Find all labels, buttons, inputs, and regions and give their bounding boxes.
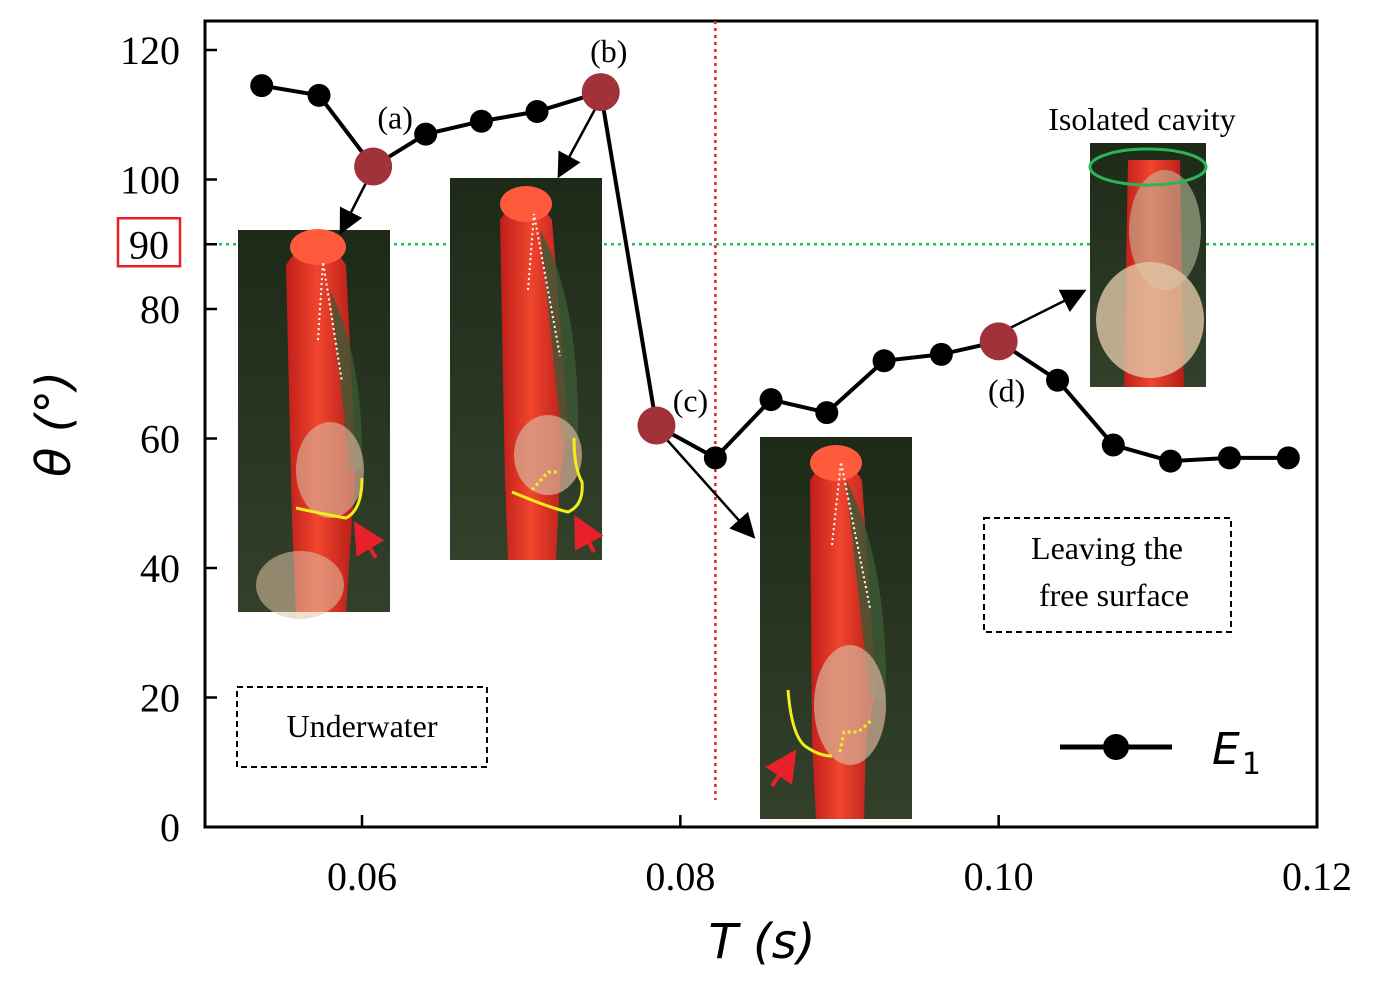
svg-text:Underwater: Underwater: [286, 708, 437, 744]
data-point: [1217, 446, 1241, 470]
x-tick-label: 0.10: [964, 854, 1034, 899]
svg-text:Leaving the: Leaving the: [1031, 530, 1183, 566]
annotation-leaving-free-surface: Leaving the free surface: [983, 517, 1232, 633]
highlighted-tick-label: 90: [129, 222, 169, 267]
photo-inset-c: [760, 437, 912, 819]
x-axis-ticks: 0.06 0.08 0.10 0.12: [327, 815, 1352, 899]
data-point: [1276, 446, 1300, 470]
highlighted-point: [354, 147, 393, 186]
data-point: [469, 109, 493, 133]
connector-arrows: [339, 99, 1087, 539]
annotation-underwater: Underwater: [236, 686, 488, 768]
arrow-b: [557, 99, 602, 179]
data-point: [250, 74, 274, 98]
data-point: [414, 122, 438, 146]
data-point: [703, 446, 727, 470]
legend-marker: [1103, 734, 1129, 760]
data-point: [815, 401, 839, 425]
x-axis-title: T (s): [708, 914, 815, 970]
y-tick-label: 20: [140, 676, 180, 721]
annotation-isolated-cavity: Isolated cavity: [1048, 101, 1235, 137]
y-axis-ticks: 0 20 40 60 80 100 120: [120, 28, 217, 850]
data-point: [872, 349, 896, 373]
y-tick-label: 0: [160, 805, 180, 850]
arrow-d: [1005, 289, 1087, 332]
photo-inset-a: [238, 229, 390, 619]
photo-inset-d: [1088, 143, 1208, 387]
arrow-a: [339, 174, 372, 235]
highlighted-point: [979, 322, 1018, 361]
point-label: (c): [673, 383, 709, 419]
x-tick-label: 0.08: [645, 854, 715, 899]
point-label: (b): [590, 33, 627, 69]
y-tick-label: 100: [120, 158, 180, 203]
data-point: [759, 388, 783, 412]
y-axis-title: θ (°): [26, 371, 82, 477]
svg-text:free surface: free surface: [1039, 577, 1189, 613]
y-tick-label: 80: [140, 287, 180, 332]
arrow-c: [659, 431, 756, 539]
y-tick-label: 60: [140, 417, 180, 462]
photo-inset-b: [450, 178, 604, 560]
point-label: (d): [988, 372, 1025, 408]
data-point: [1046, 368, 1070, 392]
data-point: [307, 83, 331, 107]
highlighted-point: [637, 406, 676, 445]
data-point: [525, 100, 549, 124]
legend-label: E1: [1212, 724, 1261, 782]
y-tick-label: 120: [120, 28, 180, 73]
point-label: (a): [377, 100, 413, 136]
highlighted-tick-box: [116, 217, 182, 268]
data-point: [1159, 449, 1183, 473]
x-tick-label: 0.12: [1282, 854, 1352, 899]
highlighted-point: [581, 73, 620, 112]
plot-frame: [203, 19, 1319, 829]
legend: E1: [1060, 724, 1261, 782]
data-point: [929, 342, 953, 366]
highlighted-points: (a) (b) (c) (d): [354, 33, 1025, 445]
y-tick-label: 40: [140, 546, 180, 591]
x-tick-label: 0.06: [327, 854, 397, 899]
data-point: [1101, 433, 1125, 457]
